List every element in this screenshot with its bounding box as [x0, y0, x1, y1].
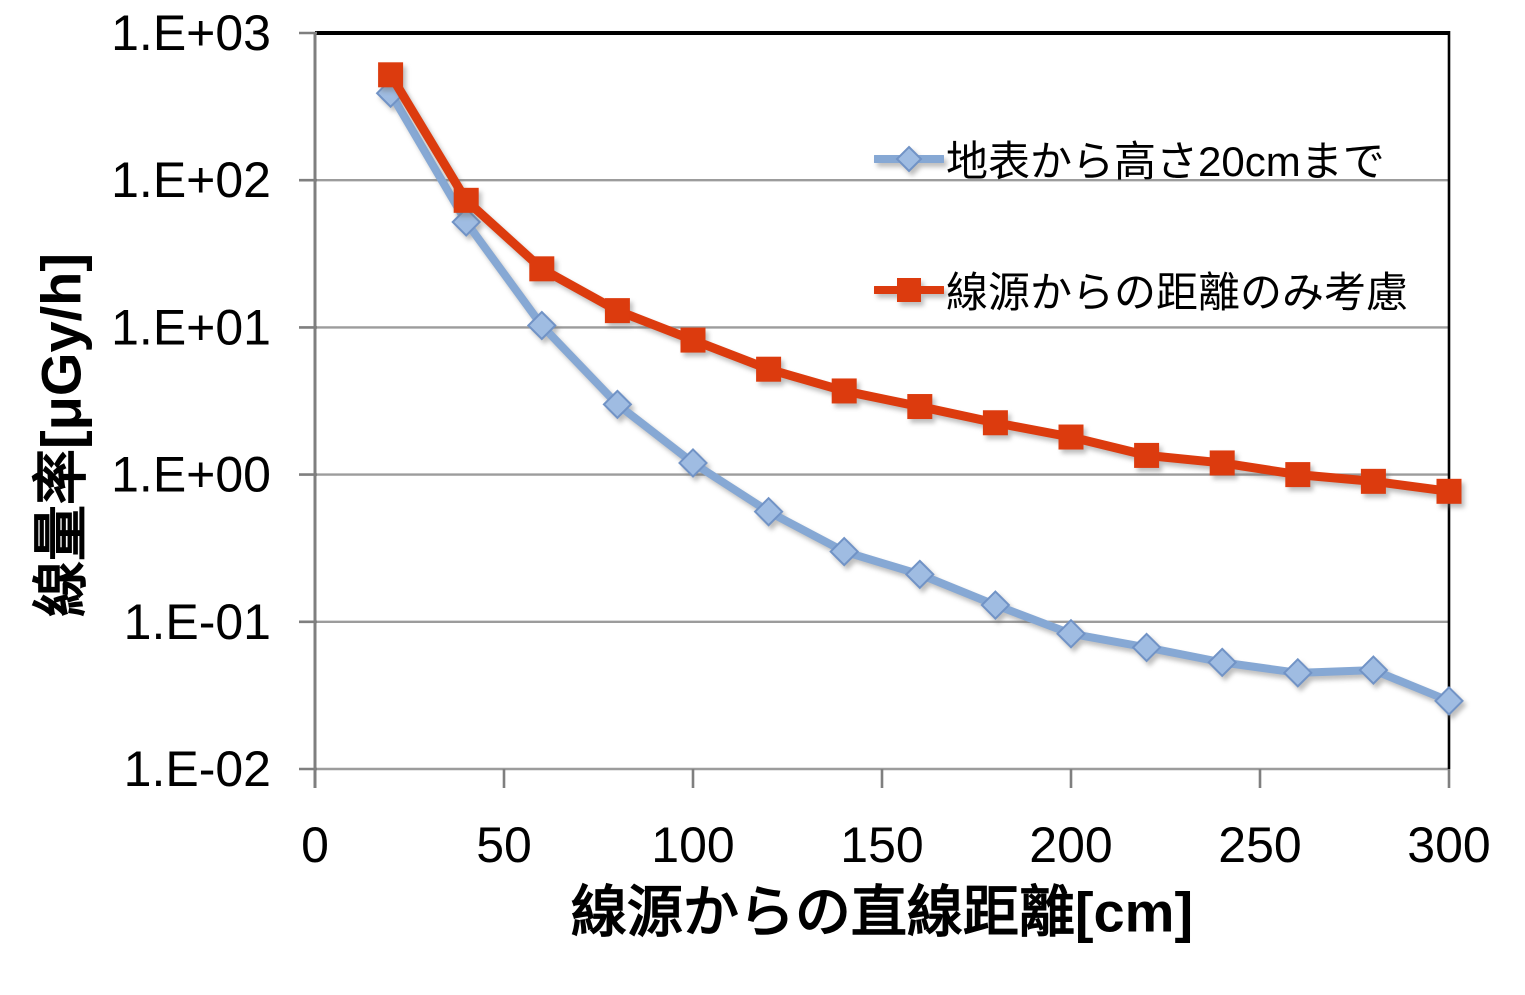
diamond-marker: [980, 590, 1011, 620]
x-tick-label: 300: [1407, 817, 1490, 873]
y-tick-label: 1.E+00: [111, 447, 271, 503]
diamond-marker: [1282, 657, 1313, 688]
square-marker: [378, 62, 404, 88]
x-tick-label: 50: [476, 817, 532, 873]
diamond-marker: [451, 207, 482, 237]
square-marker: [1436, 478, 1462, 504]
diamond-series-legend-icon: [874, 145, 944, 172]
diamond-marker: [1056, 618, 1086, 649]
square-marker: [1209, 450, 1235, 476]
legend-label: 地表から高さ20cmまで: [946, 138, 1385, 185]
x-tick-label: 0: [301, 817, 329, 873]
y-axis-title: 線量率[μGy/h]: [29, 252, 93, 618]
y-tick-label: 1.E+01: [111, 299, 271, 355]
legend-item-distance-only: 線源からの距離のみ考慮: [874, 259, 1408, 320]
y-tick-label: 1.E+03: [111, 5, 271, 61]
legend-item-surface-height: 地表から高さ20cmまで: [874, 128, 1385, 189]
legend-label: 線源からの距離のみ考慮: [946, 269, 1409, 316]
diamond-marker: [1207, 647, 1238, 678]
square-marker: [831, 378, 857, 404]
x-axis-title: 線源からの直線距離[cm]: [570, 880, 1194, 944]
square-marker: [604, 298, 630, 324]
diamond-marker: [753, 496, 784, 527]
diamond-marker: [602, 389, 633, 420]
square-marker: [453, 187, 479, 213]
series-distance-only: [378, 62, 1462, 504]
square-series-legend-icon: [874, 277, 944, 302]
diamond-marker: [829, 536, 860, 567]
y-tick-label: 1.E-01: [124, 594, 271, 650]
square-marker: [756, 356, 782, 382]
x-tick-label: 100: [651, 817, 734, 873]
diamond-marker: [1131, 632, 1162, 663]
diamond-marker: [904, 559, 935, 590]
y-tick-label: 1.E-02: [124, 741, 271, 797]
diamond-marker: [1358, 655, 1389, 685]
square-marker: [1058, 424, 1084, 450]
square-marker: [529, 256, 555, 282]
legend-diamond-swatch: [895, 145, 923, 172]
x-tick-label: 150: [840, 817, 923, 873]
square-marker: [680, 327, 706, 353]
square-marker: [1285, 462, 1311, 488]
y-tick-label: 1.E+02: [111, 152, 271, 208]
diamond-marker: [526, 310, 557, 341]
x-tick-label: 200: [1029, 817, 1112, 873]
square-marker: [982, 410, 1008, 436]
legend-square-swatch: [897, 277, 921, 302]
series-surface-height: [375, 78, 1464, 716]
square-marker: [907, 394, 933, 420]
diamond-marker: [1434, 686, 1464, 716]
square-marker: [1134, 442, 1160, 468]
x-tick-label: 250: [1218, 817, 1301, 873]
diamond-marker: [678, 448, 708, 478]
square-marker: [1360, 468, 1386, 494]
